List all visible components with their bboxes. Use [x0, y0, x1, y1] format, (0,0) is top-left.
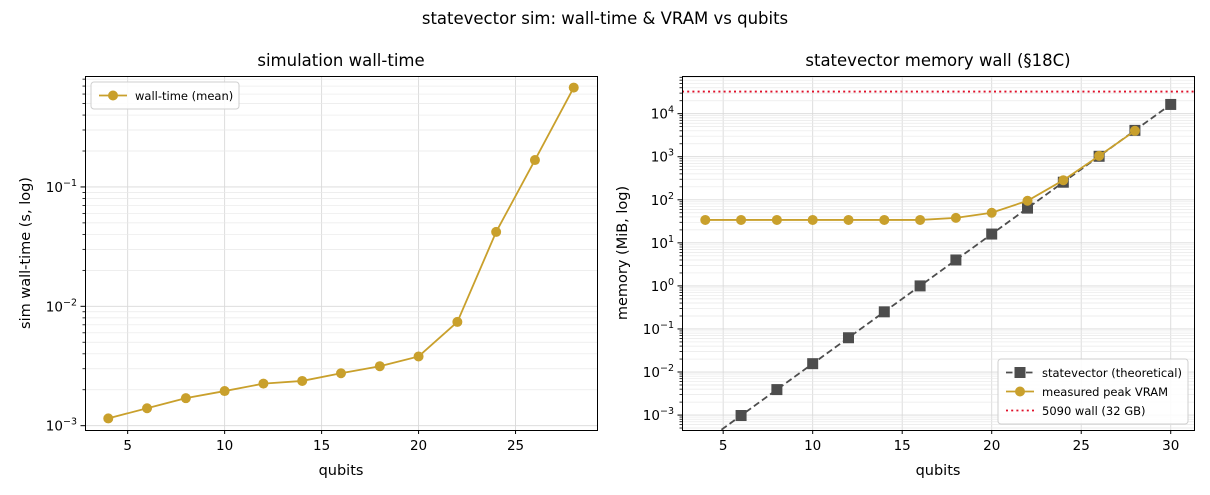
memory-ytick-label: 10−2 [643, 363, 674, 381]
memory-series-1-point [807, 214, 818, 225]
walltime-series-0-point [491, 226, 502, 237]
memory-xtick-label: 5 [719, 438, 728, 454]
memory-legend-box [997, 358, 1189, 425]
walltime-series [103, 82, 579, 424]
memory-legend-marker [1014, 367, 1026, 378]
memory-xtick-label: 20 [983, 438, 1000, 454]
memory-legend-label: measured peak VRAM [1042, 385, 1168, 399]
memory-series-1-point [843, 214, 854, 225]
memory-ytick-label: 102 [651, 191, 674, 209]
walltime-grid [85, 76, 597, 430]
memory-series-1-point [771, 214, 782, 225]
memory-xtick-label: 10 [804, 438, 821, 454]
walltime-xtick-label: 25 [507, 438, 524, 454]
memory-series-1-point [879, 214, 890, 225]
memory-legend-marker [1015, 386, 1025, 397]
walltime-series-0-point [219, 386, 230, 397]
walltime-series-0-point [568, 82, 579, 93]
memory-series-0-point [771, 384, 783, 396]
memory-ytick-label: 10−3 [643, 406, 674, 424]
walltime-series-0-point [297, 375, 308, 386]
memory-xlabel: qubits [916, 463, 961, 479]
walltime-xtick-label: 10 [216, 438, 233, 454]
memory-xtick-label: 15 [894, 438, 911, 454]
memory-series-1-point [1094, 150, 1105, 161]
memory-ytick-label: 104 [651, 105, 674, 123]
walltime-series-0-point [180, 393, 191, 404]
memory-series-1-point [915, 214, 926, 225]
memory-xtick-label: 25 [1073, 438, 1090, 454]
memory-series-0-point [735, 410, 747, 422]
walltime-legend-marker [108, 90, 118, 101]
walltime-series-0-point [529, 155, 540, 166]
walltime-ylabel: sim wall-time (s, log) [18, 177, 34, 329]
memory-series-0-point [986, 228, 998, 240]
memory-ytick-label: 100 [651, 277, 674, 295]
memory-series-1-point [1022, 195, 1033, 206]
walltime-series-0-point [258, 378, 269, 389]
walltime-legend: wall-time (mean) [90, 81, 240, 110]
walltime-series-0-point [142, 403, 153, 414]
memory-series-0-point [807, 358, 819, 370]
figure-suptitle: statevector sim: wall-time & VRAM vs qub… [422, 9, 788, 28]
walltime-axes-frame [85, 76, 598, 431]
memory-ticks: 5 10 15 20 25 30 10−3 10−2 10−1 100 101 102 103 104 [643, 76, 1179, 454]
memory-xtick-label: 30 [1162, 438, 1179, 454]
memory-series-1-point [1058, 175, 1069, 186]
memory-series-0-point [914, 280, 926, 292]
walltime-legend-box [90, 81, 240, 110]
memory-series-0-point [1022, 202, 1034, 214]
memory-series-0-point [1165, 98, 1177, 110]
walltime-xtick-label: 15 [313, 438, 330, 454]
walltime-xtick-label: 5 [123, 438, 132, 454]
memory-series-0-point [842, 332, 854, 344]
walltime-series-0-point [374, 361, 385, 372]
memory-legend-label: 5090 wall (32 GB) [1042, 404, 1145, 418]
memory-series-1-point [736, 214, 747, 225]
memory-grid [682, 76, 1194, 430]
memory-title: statevector memory wall (§18C) [805, 51, 1070, 70]
memory-series-0-point [950, 254, 962, 266]
memory-ytick-label: 10−1 [643, 320, 674, 338]
walltime-xtick-label: 20 [410, 438, 427, 454]
walltime-series-0-point [103, 413, 114, 424]
memory-legend: statevector (theoretical) measured peak V… [997, 358, 1189, 425]
memory-ytick-label: 103 [651, 148, 674, 166]
walltime-title: simulation wall-time [257, 51, 424, 70]
memory-axes-frame [682, 76, 1195, 431]
memory-series-1-point [950, 212, 961, 223]
memory-series-1-point [986, 207, 997, 218]
walltime-series-0-point [452, 316, 463, 327]
memory-series-0-point [878, 306, 890, 318]
walltime-ticks: 5 10 15 20 25 10−3 10−2 10−1 [46, 78, 524, 454]
walltime-ytick-label: 10−1 [46, 178, 77, 196]
walltime-series-0-point [336, 368, 346, 379]
walltime-legend-label: wall-time (mean) [135, 89, 233, 103]
memory-series-0-line [719, 103, 1172, 430]
walltime-ytick-label: 10−3 [46, 417, 77, 435]
panel-walltime: 5 10 15 20 25 10−3 10−2 10−1 simulation wall-ti… [18, 51, 598, 479]
memory-ytick-label: 101 [651, 234, 674, 252]
memory-series-1-point [1129, 125, 1140, 136]
walltime-series-0-point [413, 351, 424, 362]
memory-series-1-point [700, 214, 711, 225]
memory-legend-label: statevector (theoretical) [1042, 366, 1182, 380]
panel-memory: 5 10 15 20 25 30 10−3 10−2 10−1 100 101 102 103 104 s… [615, 51, 1195, 479]
memory-series [682, 90, 1194, 430]
walltime-xlabel: qubits [319, 463, 364, 479]
walltime-ytick-label: 10−2 [46, 297, 77, 315]
memory-ylabel: memory (MiB, log) [615, 186, 631, 320]
